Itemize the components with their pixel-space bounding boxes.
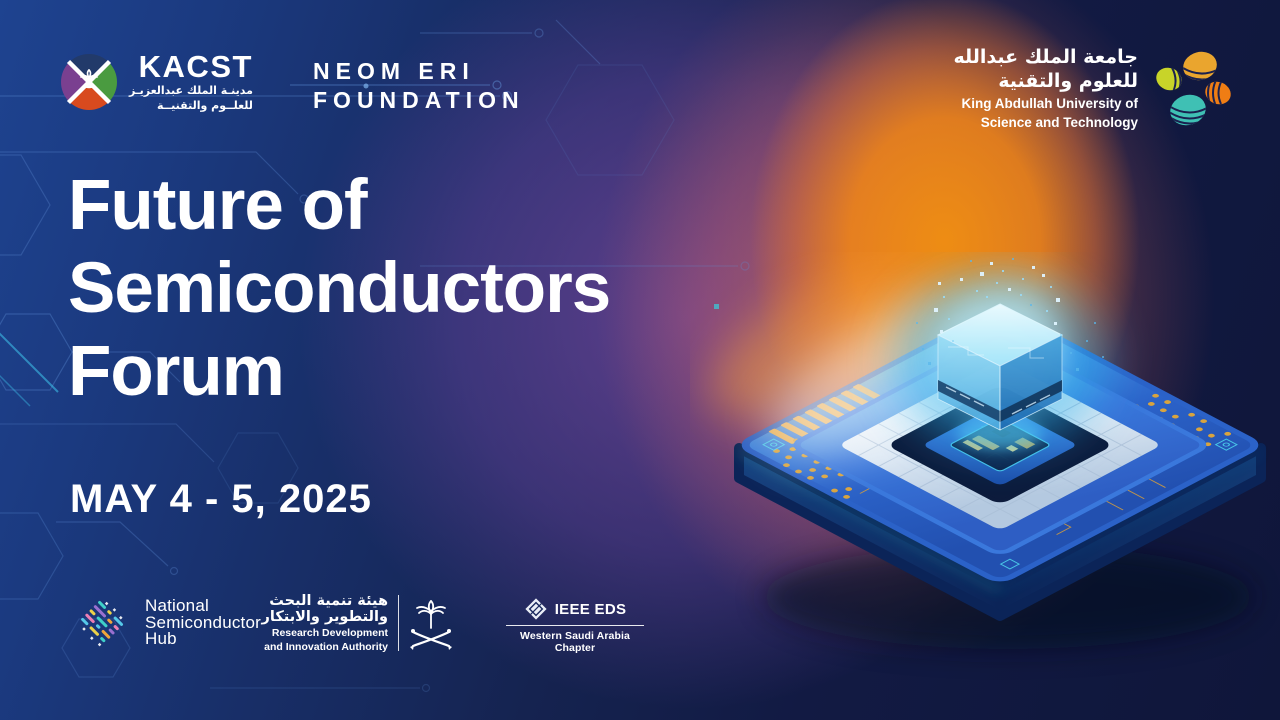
ieee-eds-chapter: Western Saudi Arabia Chapter bbox=[520, 630, 630, 654]
palm-icon bbox=[80, 68, 98, 89]
neom-eri-foundation-logo: NEOM ERI FOUNDATION bbox=[313, 57, 525, 114]
kacst-logo: KACST مدينـة الملك عبدالعزيـز للعلــوم و… bbox=[60, 50, 253, 113]
title-line1: Future of bbox=[68, 166, 368, 245]
kacst-emblem-icon bbox=[60, 53, 118, 110]
rdia-divider bbox=[398, 595, 399, 651]
neom-line2: FOUNDATION bbox=[313, 86, 525, 113]
rdia-logo: هيئة تنمية البحث والتطوير والابتكار Rese… bbox=[238, 593, 454, 653]
hologram-particles bbox=[916, 258, 1104, 371]
kaust-english-line2: Science and Technology bbox=[980, 115, 1138, 130]
ieee-eds-diamond-icon bbox=[525, 598, 547, 620]
title-line3: Forum bbox=[68, 332, 285, 411]
nsh-chip-icon bbox=[81, 600, 124, 647]
neom-line1: NEOM ERI bbox=[313, 58, 475, 84]
kaust-english-line1: King Abdullah University of bbox=[961, 96, 1138, 111]
nsh-line3: Hub bbox=[145, 629, 177, 649]
ieee-eds-rule bbox=[506, 625, 644, 626]
kacst-acronym: KACST bbox=[138, 49, 253, 84]
title-line2: Semiconductors bbox=[68, 249, 611, 328]
nsh-line1: National bbox=[145, 596, 209, 616]
rdia-arabic-line1: هيئة تنمية البحث bbox=[269, 593, 388, 609]
event-date: MAY 4 - 5, 2025 bbox=[70, 477, 372, 521]
saudi-palm-swords-emblem-icon bbox=[410, 600, 452, 650]
hologram-cube bbox=[936, 303, 1064, 431]
kaust-logo: جامعة الملك عبدالله للعلوم والتقنية King… bbox=[905, 44, 1235, 132]
ieee-eds-name: IEEE EDS bbox=[554, 600, 627, 618]
kacst-arabic-line1: مدينـة الملك عبدالعزيـز bbox=[129, 84, 253, 97]
kaust-arabic-line2: للعلوم والتقنية bbox=[998, 70, 1138, 92]
semiconductor-chip-illustration bbox=[711, 258, 1266, 649]
ieee-eds-logo: IEEE EDS Western Saudi Arabia Chapter bbox=[504, 597, 646, 654]
event-title: Future of Semiconductors Forum bbox=[68, 164, 611, 413]
nsh-line2: Semiconductor bbox=[145, 612, 261, 632]
national-semiconductor-hub-logo: National Semiconductor Hub bbox=[70, 592, 261, 654]
rdia-english-line2: and Innovation Authority bbox=[264, 641, 388, 653]
kaust-beacon-icon bbox=[1156, 51, 1231, 130]
kaust-arabic-line1: جامعة الملك عبدالله bbox=[953, 46, 1138, 68]
rdia-arabic-line2: والتطوير والابتكار bbox=[261, 609, 388, 625]
rdia-english-line1: Research Development bbox=[271, 627, 388, 639]
kacst-arabic-line2: للعلــوم والتقنيــة bbox=[156, 98, 253, 112]
